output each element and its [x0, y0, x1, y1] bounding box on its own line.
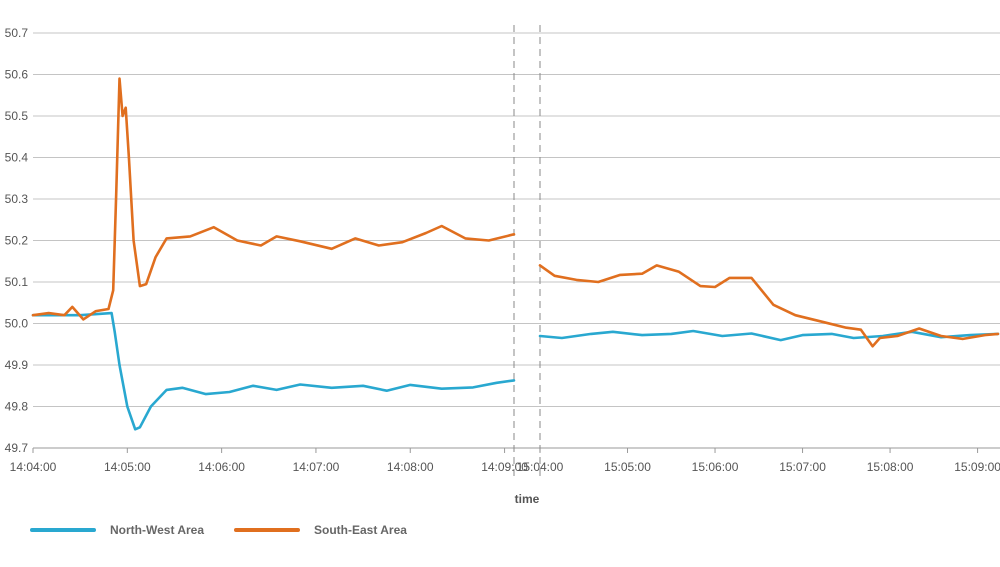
x-tick-label: 15:07:00 — [779, 460, 826, 474]
y-tick-label: 50.3 — [5, 192, 29, 206]
y-tick-label: 50.6 — [5, 68, 29, 82]
series-line-north-west-seg1 — [538, 329, 1000, 342]
y-tick-label: 49.7 — [5, 441, 29, 455]
y-tick-label: 50.5 — [5, 109, 29, 123]
y-axis-ticks: 49.7 49.8 49.9 50.0 50.1 50.2 50.3 50.4 50.5 50.6… — [5, 26, 29, 455]
x-tick-label: 14:04:00 — [10, 460, 57, 474]
x-tick-label: 14:05:00 — [104, 460, 151, 474]
legend-item-south-east: South-East Area — [234, 523, 407, 537]
x-tick-label: 14:09:00 — [481, 460, 528, 474]
legend-label-south-east: South-East Area — [314, 523, 407, 537]
x-tick-label: 14:08:00 — [387, 460, 434, 474]
x-tick-label: 14:07:00 — [293, 460, 340, 474]
y-tick-label: 50.4 — [5, 151, 29, 165]
legend-swatch-south-east — [234, 528, 301, 532]
x-tick-label: 15:06:00 — [692, 460, 739, 474]
x-tick-label: 14:06:00 — [198, 460, 245, 474]
legend-swatch-north-west — [30, 528, 96, 532]
y-tick-label: 49.9 — [5, 358, 29, 372]
y-tick-label: 50.0 — [5, 317, 29, 331]
x-tick-label: 15:04:00 — [517, 460, 564, 474]
x-tick-label: 15:05:00 — [604, 460, 651, 474]
grid-lines — [33, 32, 1000, 449]
series-lines — [31, 77, 1000, 431]
y-tick-label: 50.2 — [5, 234, 29, 248]
x-tick-label: 15:08:00 — [867, 460, 914, 474]
segment-separators — [513, 25, 541, 480]
legend-item-north-west: North-West Area — [30, 523, 204, 537]
x-axis-ticks: 14:04:00 14:05:00 14:06:00 14:07:00 14:08:00… — [10, 448, 1000, 474]
legend-label-north-west: North-West Area — [110, 523, 205, 537]
x-axis-label: time — [515, 492, 540, 506]
y-tick-label: 49.8 — [5, 400, 29, 414]
series-line-north-west-seg0 — [31, 311, 516, 431]
series-line-south-east-seg0 — [31, 77, 516, 321]
y-tick-label: 50.1 — [5, 275, 29, 289]
y-tick-label: 50.7 — [5, 26, 29, 40]
legend: North-West Area South-East Area — [30, 523, 407, 537]
series-line-south-east-seg1 — [538, 264, 1000, 348]
x-tick-label: 15:09:00 — [954, 460, 1000, 474]
